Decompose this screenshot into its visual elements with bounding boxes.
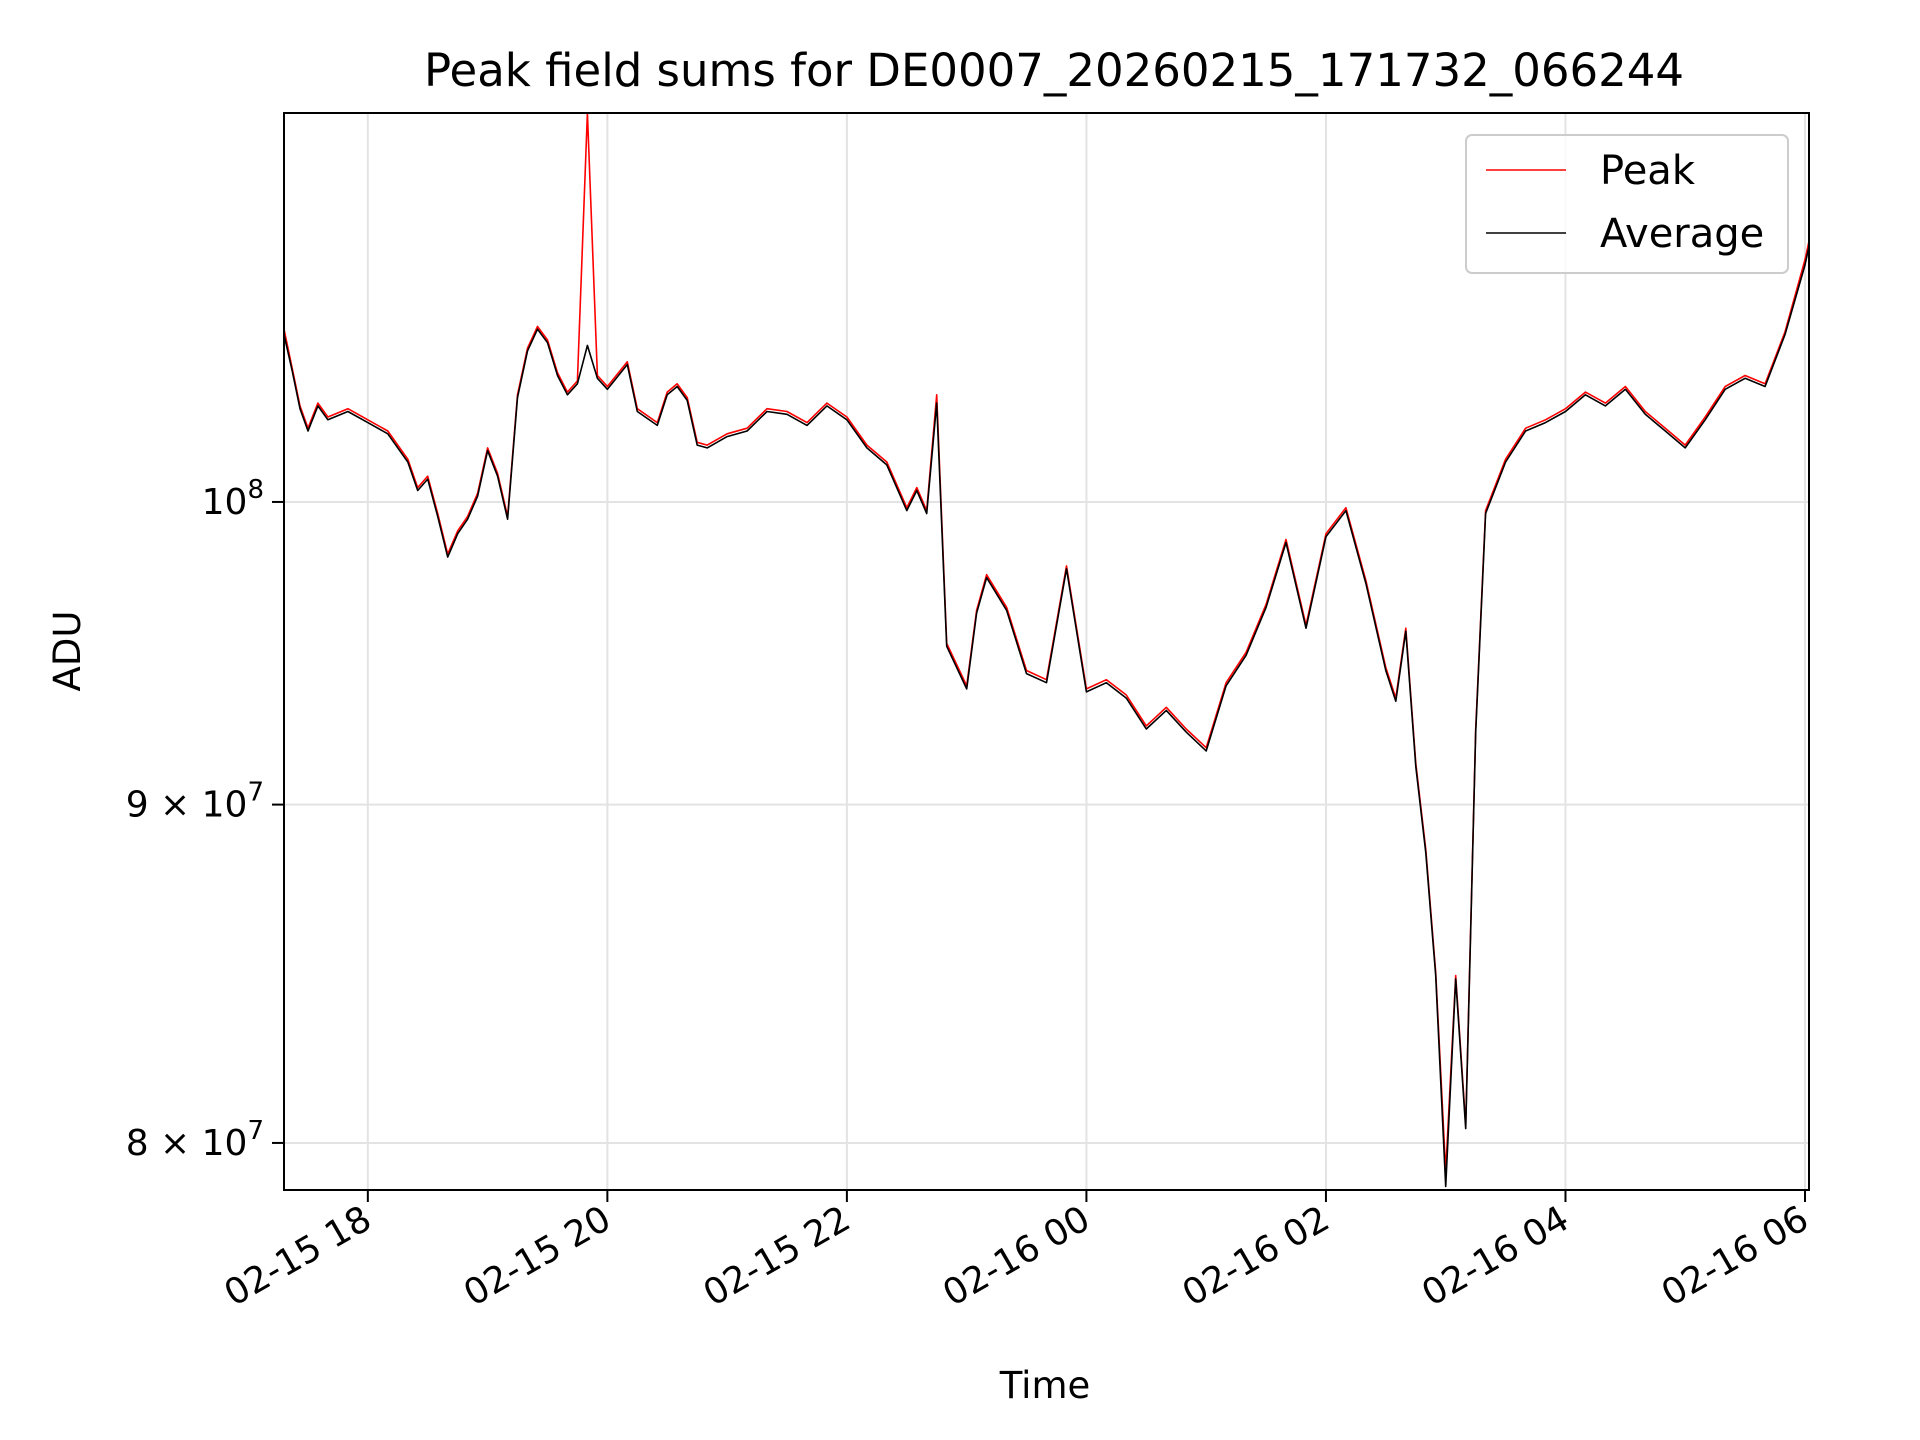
y-axis-label: ADU: [46, 611, 89, 692]
series-lines: [283, 112, 1810, 1188]
y-tick-label: 9 × 107: [126, 778, 264, 826]
gridlines: [284, 113, 1809, 1190]
x-axis-label: Time: [999, 1364, 1091, 1407]
y-axis-ticks: 8 × 107 9 × 107 108: [126, 475, 284, 1164]
chart-title: Peak field sums for DE0007_20260215_1717…: [424, 44, 1684, 97]
y-tick-label: 8 × 107: [126, 1116, 264, 1164]
plot-frame: [283, 112, 1810, 1191]
y-tick-label: 108: [202, 475, 264, 523]
legend-label-peak: Peak: [1600, 148, 1696, 194]
legend: Peak Average: [1465, 134, 1789, 274]
series-line-average: [283, 246, 1810, 1188]
legend-label-average: Average: [1600, 211, 1764, 257]
